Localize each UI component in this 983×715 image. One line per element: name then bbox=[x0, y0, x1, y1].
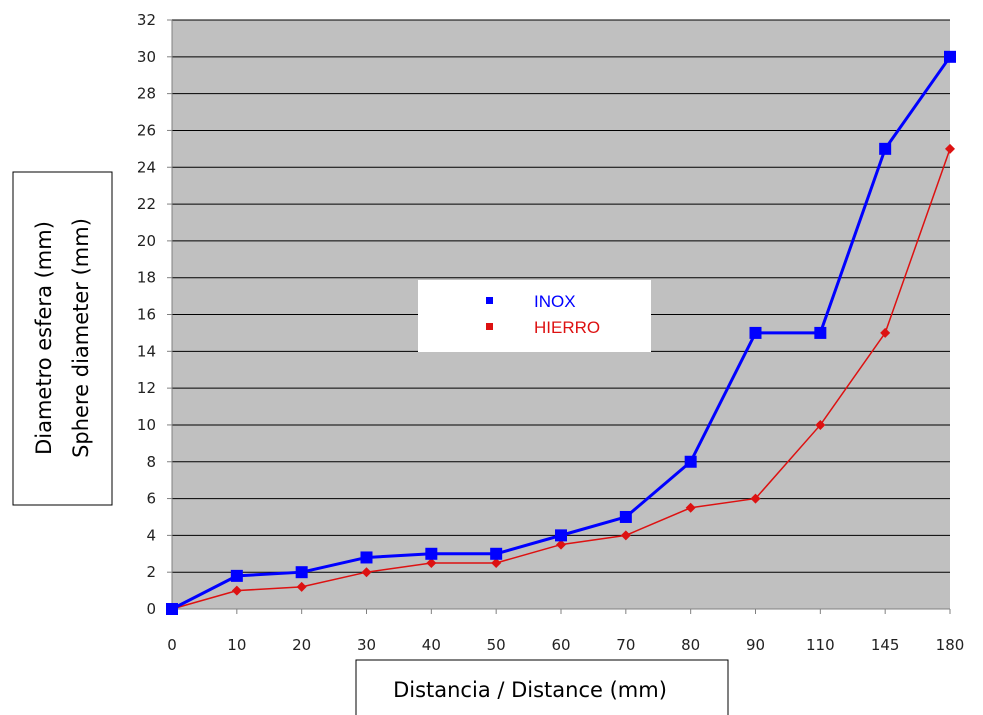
y-tick-label: 20 bbox=[137, 232, 156, 250]
y-tick-label: 24 bbox=[137, 158, 156, 176]
point-inox bbox=[295, 566, 308, 579]
x-axis-title-box bbox=[355, 659, 729, 715]
point-hierro bbox=[426, 557, 437, 568]
y-tick-label: 22 bbox=[137, 195, 156, 213]
y-axis-title-line1: Diametro esfera (mm) bbox=[32, 221, 56, 455]
point-inox bbox=[619, 510, 632, 523]
point-hierro bbox=[815, 419, 826, 430]
x-tick-label: 30 bbox=[357, 636, 376, 654]
x-axis-title: Distancia / Distance (mm) bbox=[393, 678, 667, 702]
y-tick-label: 18 bbox=[137, 269, 156, 287]
y-tick-label: 10 bbox=[137, 416, 156, 434]
point-inox bbox=[814, 326, 827, 339]
point-hierro bbox=[556, 539, 566, 550]
point-inox bbox=[230, 569, 243, 582]
y-tick-label: 4 bbox=[146, 526, 156, 544]
point-hierro bbox=[945, 143, 955, 154]
point-inox bbox=[749, 326, 762, 339]
y-tick-label: 8 bbox=[146, 453, 156, 471]
point-inox bbox=[360, 551, 373, 564]
y-tick-label: 30 bbox=[137, 48, 156, 66]
point-hierro bbox=[750, 493, 761, 504]
x-tick-label: 0 bbox=[167, 636, 177, 654]
x-tick-label: 50 bbox=[487, 636, 506, 654]
y-axis-title-line2: Sphere diameter (mm) bbox=[69, 218, 93, 458]
x-tick-label: 70 bbox=[616, 636, 635, 654]
y-tick-label: 32 bbox=[137, 11, 156, 29]
x-tick-label: 145 bbox=[871, 636, 900, 654]
x-tick-label: 40 bbox=[422, 636, 441, 654]
point-inox bbox=[425, 547, 438, 560]
point-inox bbox=[555, 529, 567, 542]
x-tick-label: 20 bbox=[292, 636, 311, 654]
point-hierro bbox=[361, 567, 372, 578]
point-inox bbox=[684, 455, 697, 468]
point-hierro bbox=[880, 327, 891, 338]
x-tick-label: 110 bbox=[806, 636, 835, 654]
x-tick-label: 180 bbox=[936, 636, 965, 654]
legend-marker-hierro bbox=[486, 323, 493, 330]
y-tick-label: 14 bbox=[137, 342, 156, 360]
legend-label-inox: INOX bbox=[534, 292, 576, 311]
x-tick-label: 10 bbox=[227, 636, 246, 654]
legend-label-hierro: HIERRO bbox=[534, 318, 600, 337]
x-tick-labels: 0 10 20 30 40 50 60 70 80 90 110 145 180 bbox=[167, 609, 964, 654]
point-hierro bbox=[685, 502, 696, 513]
point-hierro bbox=[620, 530, 631, 541]
y-tick-label: 0 bbox=[146, 600, 156, 618]
y-tick-label: 28 bbox=[137, 85, 156, 103]
y-axis-title-box bbox=[12, 171, 113, 506]
y-tick-label: 12 bbox=[137, 379, 156, 397]
series-layer bbox=[166, 50, 956, 615]
x-tick-label: 60 bbox=[551, 636, 570, 654]
y-tick-label: 2 bbox=[146, 563, 156, 581]
x-tick-label: 80 bbox=[681, 636, 700, 654]
point-inox bbox=[166, 603, 178, 615]
legend-marker-inox bbox=[486, 297, 493, 304]
y-tick-label: 6 bbox=[146, 490, 156, 508]
legend-box bbox=[418, 280, 651, 352]
point-inox bbox=[490, 547, 503, 560]
point-hierro bbox=[491, 557, 502, 568]
point-inox bbox=[944, 50, 956, 63]
y-tick-label: 16 bbox=[137, 306, 156, 324]
x-tick-label: 90 bbox=[746, 636, 765, 654]
y-tick-label: 26 bbox=[137, 121, 156, 139]
point-hierro bbox=[231, 585, 242, 596]
point-hierro bbox=[296, 581, 307, 592]
point-inox bbox=[879, 142, 892, 155]
